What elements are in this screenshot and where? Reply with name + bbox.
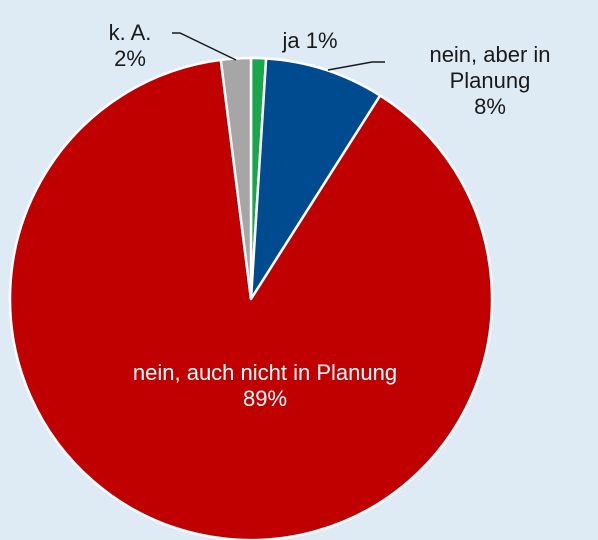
category-label: k. A. <box>108 20 152 45</box>
data-label: nein, aber in Planung 8% <box>400 42 580 120</box>
value-label: 8% <box>474 94 506 119</box>
leader-line <box>327 61 385 71</box>
leader-line <box>172 32 237 61</box>
category-label: ja <box>282 28 300 53</box>
value-label: 2% <box>114 46 146 71</box>
pie-slice <box>219 56 253 301</box>
data-label: ja 1% <box>260 28 360 54</box>
value-label: 1% <box>305 28 338 53</box>
pie-slice <box>249 57 382 301</box>
category-label: nein, auch nicht in Planung <box>132 360 398 385</box>
data-label: nein, auch nicht in Planung 89% <box>125 360 405 412</box>
category-label: nein, aber in Planung <box>429 42 551 93</box>
value-label: 89% <box>242 386 288 411</box>
data-label: k. A. 2% <box>95 20 165 72</box>
